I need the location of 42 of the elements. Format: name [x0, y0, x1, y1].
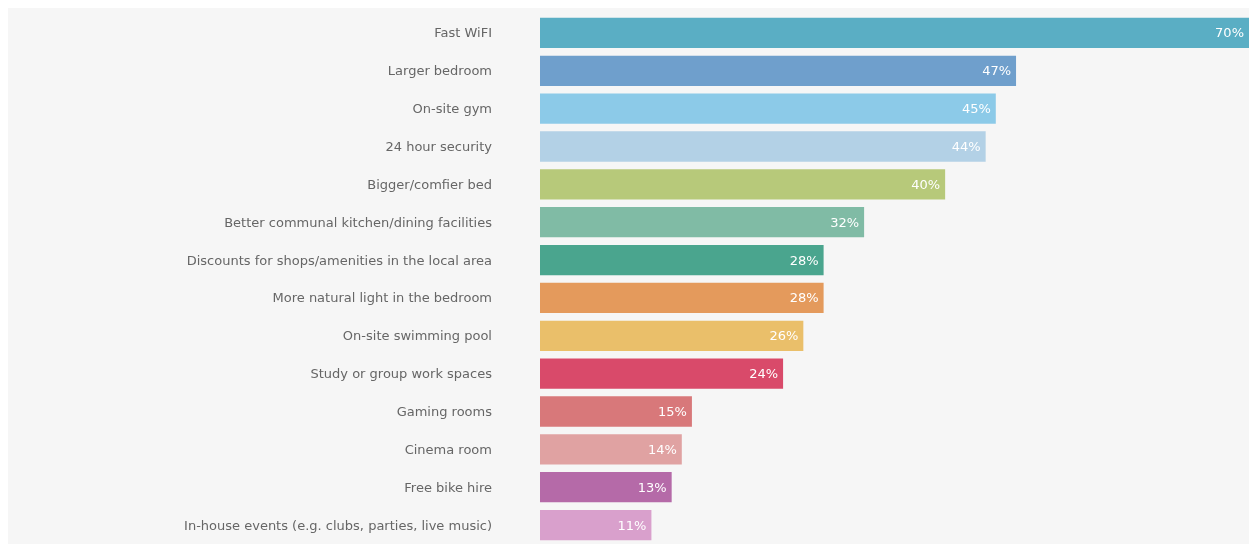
y-tick-label: Fast WiFI — [434, 25, 492, 41]
data-label: 32% — [830, 214, 860, 230]
data-label: 44% — [951, 139, 981, 154]
y-tick-label: 24 hour security — [385, 139, 493, 154]
y-tick-label: Study or group work spaces — [310, 366, 493, 382]
bar — [540, 509, 652, 541]
y-tick-label: Bigger/comfier bed — [367, 176, 492, 192]
bar — [540, 244, 824, 276]
y-tick-label: Gaming rooms — [396, 404, 493, 419]
bar — [540, 282, 824, 314]
y-tick-label: Free bike hire — [404, 479, 492, 495]
y-tick-label: More natural light in the bedroom — [272, 290, 492, 306]
data-label: 26% — [769, 328, 799, 344]
bar — [540, 396, 692, 427]
data-label: 24% — [749, 366, 779, 382]
y-tick-label: Larger bedroom — [387, 63, 492, 79]
bar — [540, 131, 986, 162]
data-label: 13% — [637, 479, 667, 495]
bar — [540, 169, 946, 200]
data-label: 28% — [789, 252, 819, 268]
y-tick-label: In-house events (e.g. clubs, parties, live music) — [184, 517, 492, 533]
bar — [540, 55, 1017, 86]
y-tick-label: On-site gym — [412, 101, 492, 117]
bar — [540, 17, 1249, 49]
bar — [540, 434, 682, 465]
data-label: 28% — [789, 290, 819, 306]
data-label: 47% — [982, 63, 1012, 79]
data-label: 14% — [647, 441, 677, 457]
bar — [540, 472, 672, 503]
y-tick-label: On-site swimming pool — [342, 328, 492, 344]
data-label: 40% — [911, 176, 941, 192]
bar — [540, 93, 996, 124]
data-label: 45% — [961, 101, 991, 117]
y-tick-label: Cinema room — [404, 441, 492, 457]
bar — [540, 207, 865, 238]
data-label: 11% — [617, 517, 647, 533]
bar — [540, 358, 784, 389]
y-tick-label: Better communal kitchen/dining facilities — [224, 214, 493, 230]
y-tick-label: Discounts for shops/amenities in the local area — [186, 252, 492, 268]
data-label: 70% — [1215, 25, 1244, 41]
data-label: 15% — [658, 404, 687, 419]
bar — [540, 320, 804, 351]
